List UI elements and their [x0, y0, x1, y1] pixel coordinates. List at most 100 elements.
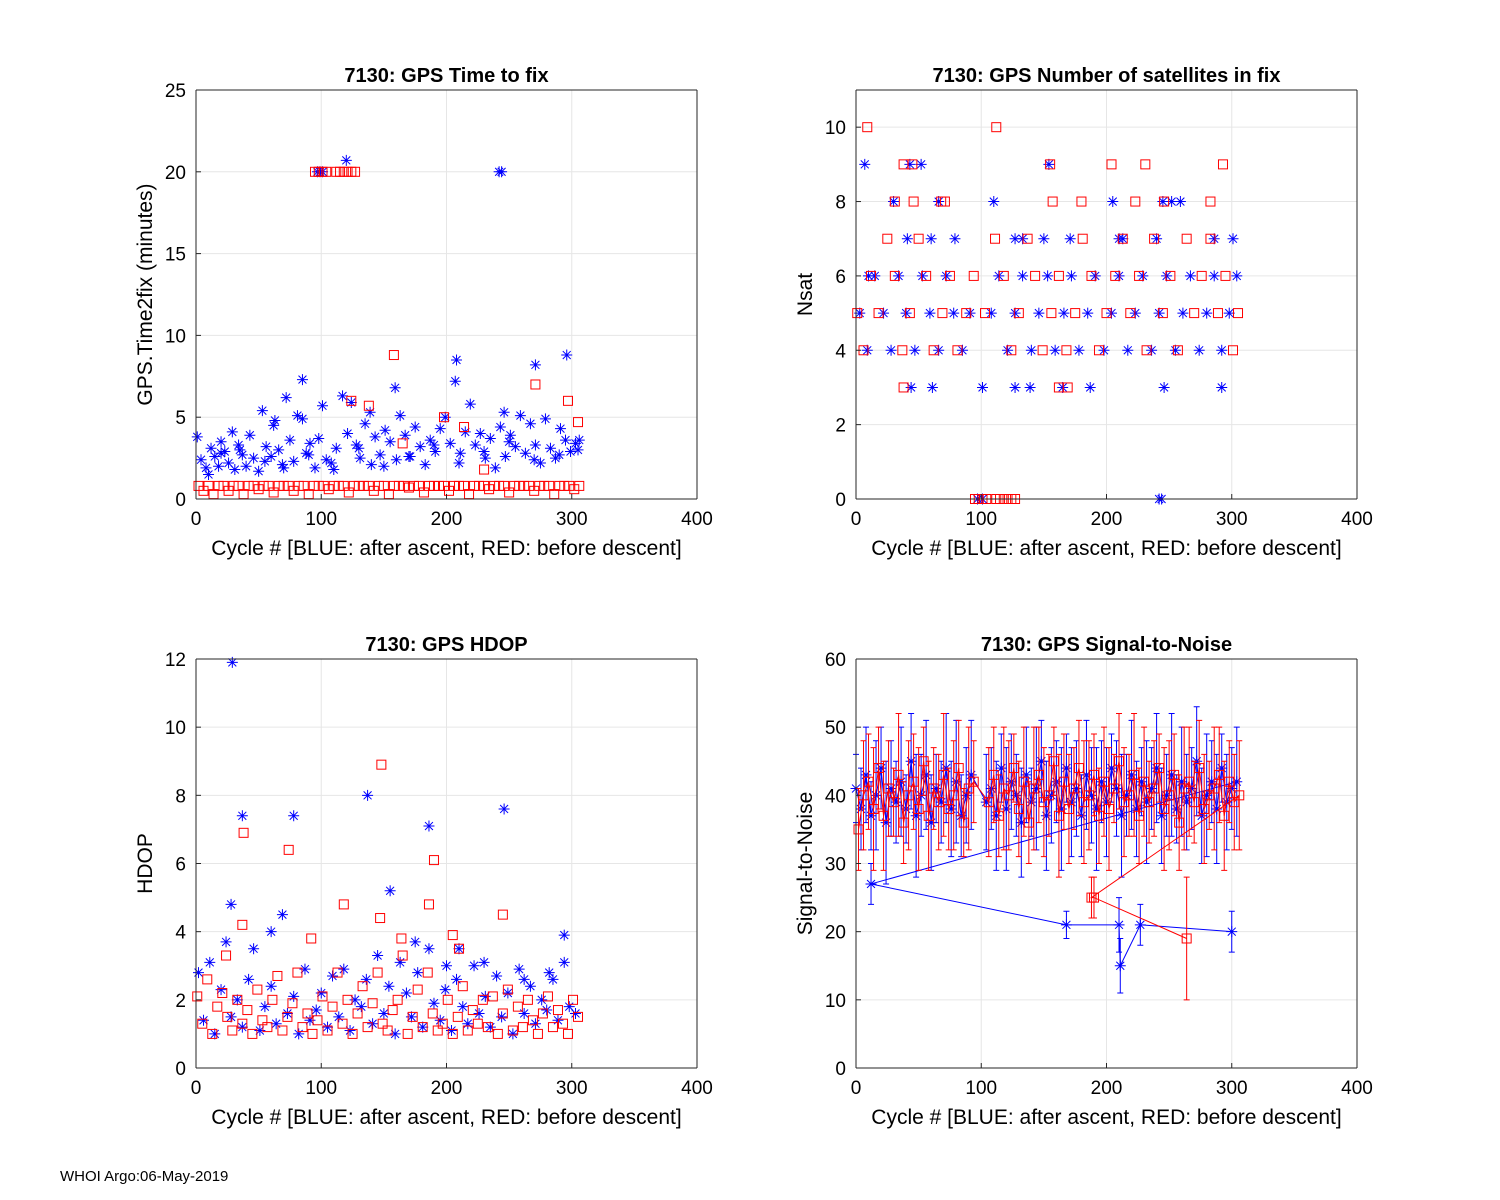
data-point	[487, 991, 498, 1002]
data-point	[414, 441, 426, 453]
data-point	[215, 436, 227, 448]
data-point	[1015, 817, 1027, 829]
data-point	[532, 1028, 543, 1039]
data-point	[1151, 233, 1163, 245]
data-point	[557, 1018, 568, 1029]
data-point	[865, 810, 877, 822]
error-bar	[880, 760, 887, 871]
data-point	[308, 480, 319, 491]
data-point	[519, 447, 531, 459]
data-point	[1159, 803, 1170, 814]
data-point	[1025, 344, 1037, 356]
data-point	[1073, 763, 1084, 774]
data-point	[428, 439, 440, 451]
data-point	[484, 1021, 496, 1033]
data-point	[859, 158, 871, 170]
data-point	[1157, 308, 1168, 319]
data-point	[1226, 926, 1238, 938]
data-point	[933, 196, 945, 208]
data-point	[1176, 776, 1188, 788]
data-point	[304, 437, 316, 449]
data-point	[1205, 196, 1216, 207]
data-point	[1095, 776, 1107, 788]
data-point	[1144, 797, 1155, 808]
data-point	[995, 762, 1007, 774]
y-tick-label: 40	[825, 786, 846, 807]
data-point	[288, 455, 300, 467]
data-point	[449, 480, 460, 491]
data-point	[1062, 382, 1073, 393]
error-bar	[1065, 753, 1072, 864]
data-point	[1153, 307, 1165, 319]
x-tick-label: 400	[681, 1078, 713, 1099]
data-point	[287, 998, 298, 1009]
data-point	[1061, 345, 1072, 356]
data-point	[375, 913, 386, 924]
data-point	[985, 307, 997, 319]
data-point	[562, 1028, 573, 1039]
error-bar	[870, 747, 877, 871]
y-tick-label: 50	[825, 718, 846, 739]
data-point	[383, 980, 395, 992]
y-tick-label: 0	[175, 1059, 186, 1080]
data-point	[454, 480, 465, 491]
data-point	[422, 967, 433, 978]
data-point	[958, 817, 969, 828]
data-point	[544, 480, 555, 491]
x-tick-label: 0	[191, 509, 202, 530]
data-point	[933, 344, 945, 356]
data-point	[1101, 308, 1112, 319]
data-point	[307, 1028, 318, 1039]
data-point	[312, 1015, 323, 1026]
data-point	[209, 450, 221, 462]
data-point	[1033, 307, 1045, 319]
error-bar	[860, 740, 867, 851]
data-point	[1149, 233, 1160, 244]
y-tick-label: 20	[165, 163, 186, 184]
data-point	[1088, 769, 1099, 780]
data-point	[1078, 797, 1089, 808]
data-point	[983, 797, 994, 808]
data-point	[333, 1011, 345, 1023]
y-tick-label: 6	[835, 267, 846, 288]
data-point	[1101, 796, 1112, 808]
data-point	[454, 447, 466, 459]
y-tick-label: 15	[165, 245, 186, 266]
data-point	[427, 1008, 438, 1019]
data-point	[1104, 803, 1115, 814]
data-point	[1114, 756, 1125, 767]
data-point	[469, 480, 480, 491]
x-axis-label: Cycle # [BLUE: after ascent, RED: before…	[211, 537, 681, 560]
data-point	[262, 1022, 273, 1033]
data-point	[222, 1011, 233, 1022]
data-point	[355, 1001, 367, 1013]
x-tick-label: 100	[965, 509, 997, 530]
data-point	[236, 810, 248, 822]
data-point	[991, 122, 1002, 133]
data-point	[509, 480, 520, 491]
data-point	[977, 381, 989, 393]
data-point	[497, 909, 508, 920]
data-point	[193, 967, 205, 979]
data-point	[1181, 233, 1192, 244]
error-bar	[1216, 726, 1223, 824]
data-point	[192, 991, 203, 1002]
data-point	[558, 929, 570, 941]
data-point	[870, 789, 882, 801]
data-point	[491, 970, 503, 982]
data-point	[903, 790, 914, 801]
data-point	[278, 480, 289, 491]
data-point	[918, 756, 929, 767]
data-point	[499, 450, 511, 462]
data-point	[378, 1007, 390, 1019]
data-point	[494, 480, 505, 491]
data-point	[1000, 803, 1012, 815]
data-point	[1070, 308, 1081, 319]
data-point	[360, 973, 372, 985]
data-point	[238, 827, 249, 838]
chart-title: 7130: GPS HDOP	[365, 634, 527, 656]
data-point	[313, 432, 325, 444]
data-point	[1174, 196, 1186, 208]
data-point	[945, 803, 957, 815]
data-point	[1030, 783, 1042, 795]
